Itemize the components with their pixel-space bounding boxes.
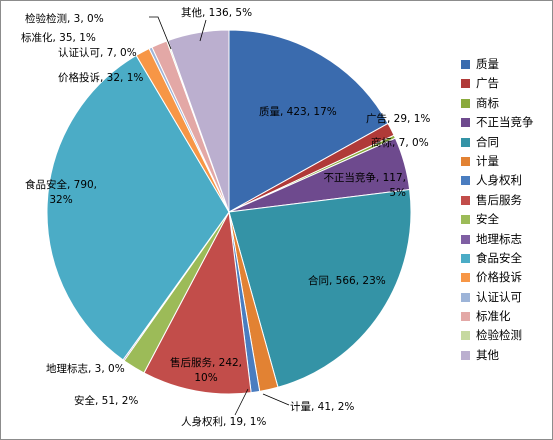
legend-label: 安全 [476, 212, 499, 227]
legend: 质量广告商标不正当竞争合同计量人身权利售后服务安全地理标志食品安全价格投诉认证认… [454, 55, 550, 365]
data-label: 食品安全, 790, 32% [25, 178, 97, 206]
leader-line [234, 388, 249, 416]
data-label: 安全, 51, 2% [74, 394, 138, 407]
data-labels: 质量, 423, 17% 广告, 29, 1% 商标, 7, 0% 不正当竞争, 11… [21, 6, 430, 428]
legend-label: 价格投诉 [476, 270, 522, 285]
leader-line [262, 393, 290, 406]
pie-slice [143, 210, 252, 395]
legend-item: 广告 [454, 74, 550, 93]
legend-swatch [461, 118, 470, 128]
legend-item: 计量 [454, 152, 550, 171]
data-label: 不正当竞争, 117, 5% [323, 171, 406, 199]
legend-label: 其他 [476, 347, 499, 362]
legend-swatch [461, 60, 470, 69]
legend-swatch [461, 79, 470, 89]
pie-slice [228, 188, 412, 388]
legend-label: 标准化 [476, 309, 511, 324]
data-label: 广告, 29, 1% [366, 112, 430, 125]
legend-item: 其他 [454, 346, 550, 365]
data-label: 价格投诉, 32, 1% [58, 71, 143, 84]
pie-slice [167, 29, 230, 213]
legend-swatch [461, 176, 470, 186]
legend-label: 广告 [476, 76, 499, 91]
legend-swatch [461, 195, 470, 205]
pie-slice [228, 29, 389, 213]
legend-swatch [461, 215, 470, 225]
leader-lines [149, 16, 290, 416]
data-label: 其他, 136, 5% [181, 6, 252, 19]
data-label: 认证认可, 7, 0% [58, 46, 137, 59]
legend-label: 人身权利 [476, 173, 522, 188]
legend-item: 地理标志 [454, 230, 550, 249]
data-label: 标准化, 35, 1% [21, 31, 96, 44]
legend-item: 检验检测 [454, 326, 550, 345]
legend-label: 认证认可 [476, 289, 522, 304]
legend-swatch [461, 98, 470, 108]
data-label: 人身权利, 19, 1% [181, 415, 266, 428]
data-label: 质量, 423, 17% [259, 106, 337, 118]
data-label: 地理标志, 3, 0% [46, 362, 125, 375]
legend-label: 质量 [476, 57, 499, 71]
legend-label: 地理标志 [476, 231, 522, 246]
legend-swatch [461, 350, 470, 360]
legend-swatch [461, 253, 470, 263]
pie-slice [46, 54, 230, 361]
legend-swatch [461, 312, 470, 322]
data-label: 商标, 7, 0% [371, 136, 429, 149]
legend-swatch [461, 137, 470, 147]
legend-item: 质量 [454, 55, 550, 74]
legend-label: 售后服务 [476, 192, 522, 207]
legend-swatch [461, 273, 470, 283]
legend-label: 食品安全 [476, 250, 522, 265]
legend-item: 价格投诉 [454, 268, 550, 287]
leader-line [199, 19, 207, 42]
data-label: 计量, 41, 2% [290, 400, 354, 413]
legend-item: 商标 [454, 94, 550, 113]
legend-label: 不正当竞争 [476, 115, 534, 130]
legend-item: 不正当竞争 [454, 113, 550, 132]
legend-item: 食品安全 [454, 249, 550, 268]
legend-item: 认证认可 [454, 288, 550, 307]
legend-label: 检验检测 [476, 328, 522, 343]
legend-swatch [461, 234, 470, 244]
legend-label: 商标 [476, 95, 499, 110]
pie-slices [46, 29, 412, 395]
legend-swatch [461, 156, 470, 166]
data-label: 售后服务, 242, 10% [170, 356, 242, 384]
data-label: 检验检测, 3, 0% [25, 12, 104, 25]
legend-label: 合同 [476, 134, 499, 149]
legend-item: 售后服务 [454, 191, 550, 210]
data-label: 合同, 566, 23% [308, 274, 386, 287]
legend-item: 标准化 [454, 307, 550, 326]
legend-item: 合同 [454, 133, 550, 152]
legend-swatch [461, 292, 470, 302]
leader-line [149, 16, 172, 50]
legend-item: 安全 [454, 210, 550, 229]
legend-label: 计量 [476, 153, 499, 168]
legend-item: 人身权利 [454, 171, 550, 190]
legend-swatch [461, 331, 470, 341]
